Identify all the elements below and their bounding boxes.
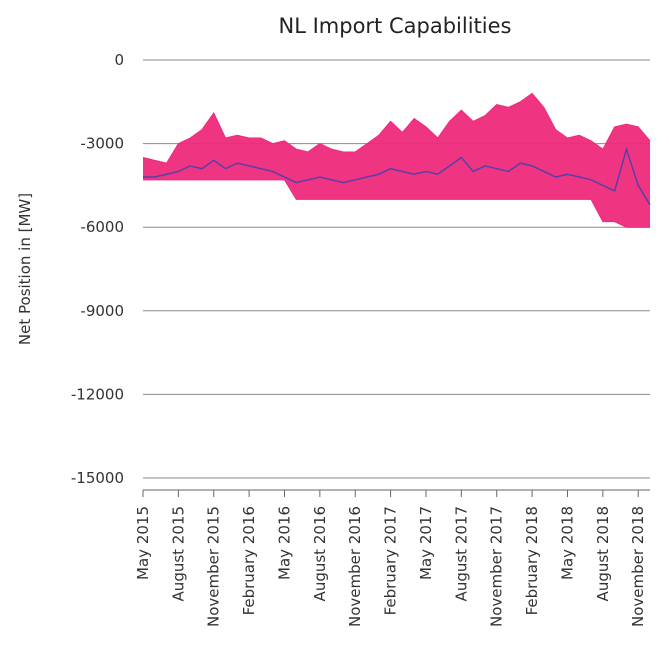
mean-line [143,146,651,206]
x-tick-label: November 2017 [488,506,506,627]
x-tick-label: August 2017 [452,506,470,601]
x-tick-label: August 2016 [311,506,329,601]
x-tick-label: February 2018 [523,506,541,615]
x-tick-label: November 2016 [346,506,364,627]
y-tick-label: -3000 [80,135,124,153]
range-band [143,93,650,228]
x-tick-label: February 2016 [240,506,258,615]
y-tick-label: -9000 [80,302,124,320]
y-tick-label: -15000 [71,469,124,487]
x-tick-label: November 2015 [205,506,223,627]
x-tick-label: May 2017 [417,506,435,580]
y-axis-label: Net Position in [MW] [16,193,34,345]
x-tick-label: November 2018 [629,506,647,627]
x-tick-label: May 2016 [275,506,293,580]
y-tick-label: -12000 [71,385,124,403]
x-tick-label: August 2018 [594,506,612,601]
x-tick-label: May 2015 [134,506,152,580]
y-tick-label: -6000 [80,218,124,236]
chart-title: NL Import Capabilities [279,14,512,38]
y-tick-label: 0 [114,51,124,69]
range-edge [142,92,651,164]
range-edge [143,179,650,228]
x-tick-label: August 2015 [169,506,187,601]
x-tick-label: February 2017 [382,506,400,615]
x-tick-label: May 2018 [558,506,576,580]
